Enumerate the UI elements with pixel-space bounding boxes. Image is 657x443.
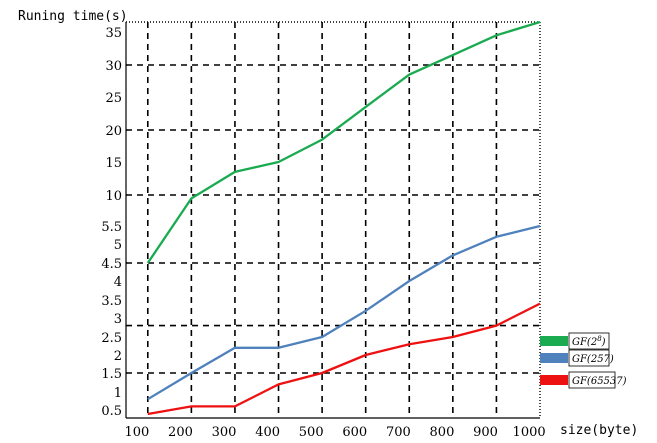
legend-label-box-2 xyxy=(568,371,616,389)
x-tick-label: 1000 xyxy=(513,425,546,440)
series-line-0 xyxy=(146,20,541,264)
y-tick-label: 3 xyxy=(114,312,122,327)
y-tick-label: 2.5 xyxy=(101,331,122,346)
legend-swatch-1 xyxy=(540,353,568,363)
x-tick-label: 700 xyxy=(386,425,411,440)
y-tick-label: 4 xyxy=(114,275,122,290)
y-tick-label: 35 xyxy=(105,26,122,41)
legend-label-box-1 xyxy=(568,349,610,367)
y-tick-label: 30 xyxy=(105,59,122,74)
y-tick-label: 15 xyxy=(105,156,122,171)
y-tick-label: 4.5 xyxy=(101,257,122,272)
x-tick-label: 800 xyxy=(430,425,455,440)
x-axis-title: size(byte) xyxy=(560,423,638,438)
x-tick-label: 200 xyxy=(168,425,193,440)
y-tick-label: 5 xyxy=(114,238,122,253)
x-tick-label: 500 xyxy=(299,425,324,440)
y-tick-label: 1 xyxy=(114,386,122,401)
y-tick-label: 5.5 xyxy=(101,220,122,235)
x-tick-label: 400 xyxy=(255,425,280,440)
y-axis-title: Runing time(s) xyxy=(18,9,128,24)
y-tick-label: 1.5 xyxy=(101,367,122,382)
x-tick-label: 900 xyxy=(473,425,498,440)
y-tick-label: 10 xyxy=(105,189,122,204)
series-lines xyxy=(146,20,541,416)
grid xyxy=(126,21,541,418)
legend-label-2: GF(65537) xyxy=(572,376,627,387)
y-tick-label: 0.5 xyxy=(101,404,122,419)
legend: GF(28) GF(257) GF(65537) xyxy=(540,332,627,389)
tick-labels: 0.5 1 1.5 2 2.5 3 3.5 4 4.5 5 5.5 10 15 20 25 30 35 100 20… xyxy=(101,26,545,440)
x-tick-label: 600 xyxy=(342,425,367,440)
x-tick-label: 100 xyxy=(124,425,149,440)
legend-swatch-0 xyxy=(540,336,568,346)
legend-label-0: GF(28) xyxy=(572,335,606,348)
legend-label-1: GF(257) xyxy=(572,354,614,365)
x-tick-label: 300 xyxy=(212,425,237,440)
y-tick-label: 20 xyxy=(105,124,122,139)
series-line-1 xyxy=(147,224,541,401)
series-line-2 xyxy=(147,302,541,416)
legend-swatch-2 xyxy=(540,375,568,385)
y-tick-label: 3.5 xyxy=(101,294,122,309)
axes xyxy=(125,22,540,419)
y-tick-label: 2 xyxy=(114,349,122,364)
y-tick-label: 25 xyxy=(105,91,122,106)
legend-label-box-0 xyxy=(568,332,610,350)
